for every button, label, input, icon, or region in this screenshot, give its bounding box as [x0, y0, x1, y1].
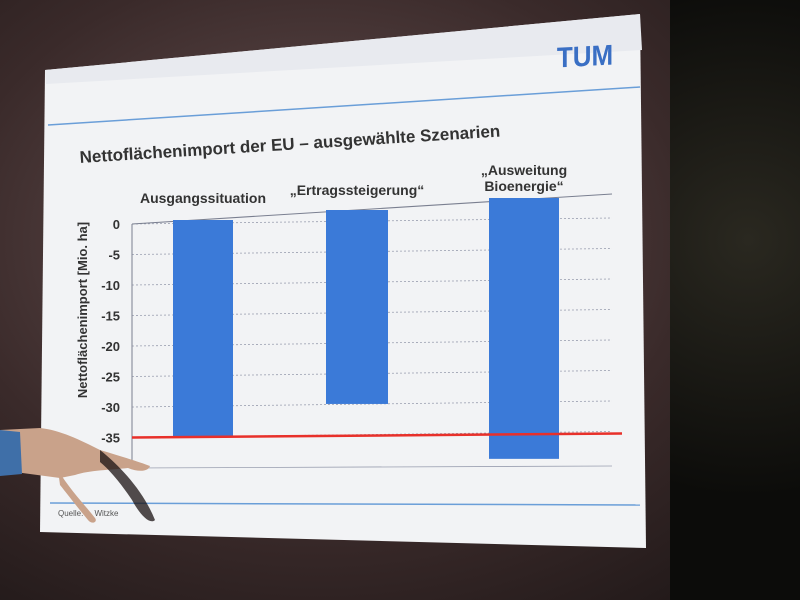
- y-tick-label: -25: [101, 370, 120, 385]
- y-tick-label: -15: [101, 309, 120, 324]
- slide-top-rule: [47, 86, 641, 126]
- slide-header-band: [45, 14, 642, 84]
- reference-line-group: [131, 432, 623, 439]
- presenter-hand: [0, 428, 155, 523]
- bar: [326, 210, 388, 404]
- bar: [489, 198, 559, 459]
- y-ticks: 0 -5 -10 -15 -20 -25 -30 -35: [101, 217, 120, 446]
- y-tick-label: -5: [108, 248, 120, 263]
- slide-bottom-rule: [49, 502, 641, 506]
- category-label: Ausgangssituation: [140, 190, 266, 206]
- y-tick-label: -30: [101, 400, 120, 415]
- logo: TUM: [557, 38, 613, 73]
- y-axis-label: Nettoflächenimport [Mio. ha]: [75, 222, 90, 398]
- y-tick-label: -35: [101, 431, 120, 446]
- y-tick-label: 0: [113, 217, 120, 232]
- background-foliage: [670, 0, 800, 600]
- category-label: „Ausweitung Bioenergie“: [481, 162, 567, 194]
- bars: [173, 198, 559, 459]
- category-labels: Ausgangssituation „Ertragssteigerung“ „Aus…: [140, 162, 567, 206]
- category-label: „Ertragssteigerung“: [290, 182, 425, 198]
- gridline: [131, 465, 613, 469]
- y-tick-label: -20: [101, 339, 120, 354]
- reference-line: [131, 432, 623, 439]
- y-tick-label: -10: [101, 278, 120, 293]
- bar: [173, 220, 233, 438]
